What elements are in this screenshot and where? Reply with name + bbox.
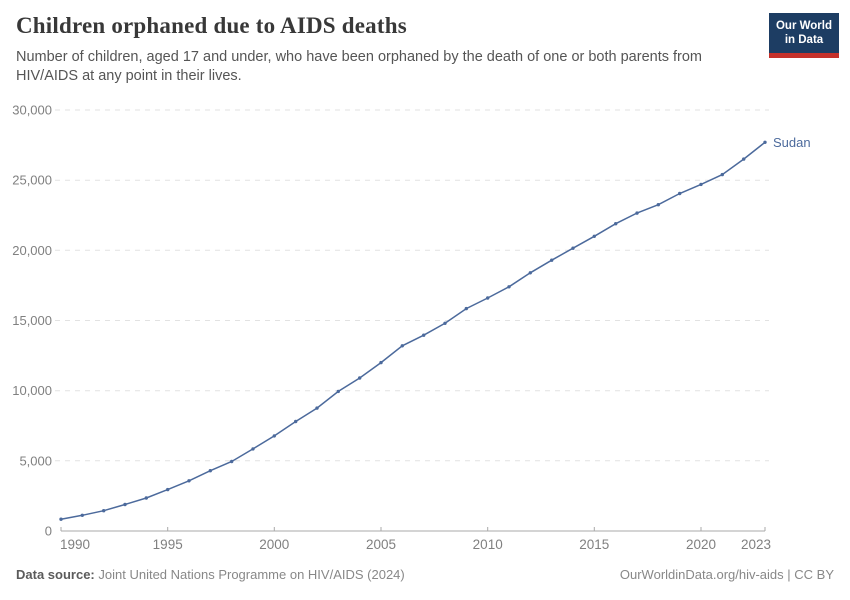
- data-point[interactable]: [528, 271, 532, 275]
- x-axis-tick-label: 1990: [60, 537, 90, 552]
- y-axis-tick-label: 20,000: [12, 243, 52, 258]
- data-point[interactable]: [379, 360, 383, 365]
- data-point[interactable]: [422, 333, 426, 337]
- data-point[interactable]: [251, 447, 255, 451]
- data-source-note: Data source: Joint United Nations Progra…: [16, 567, 405, 582]
- data-point[interactable]: [656, 203, 660, 207]
- data-point[interactable]: [464, 306, 468, 311]
- credit-link[interactable]: OurWorldinData.org/hiv-aids | CC BY: [619, 567, 834, 582]
- data-point[interactable]: [486, 296, 490, 300]
- data-point[interactable]: [187, 479, 191, 483]
- data-point[interactable]: [400, 344, 404, 348]
- data-point[interactable]: [635, 211, 639, 215]
- y-axis-tick-label: 15,000: [12, 313, 52, 328]
- data-point[interactable]: [720, 172, 724, 177]
- data-point[interactable]: [571, 246, 575, 250]
- data-point[interactable]: [763, 140, 767, 144]
- y-axis-tick-label: 5,000: [19, 453, 52, 468]
- y-axis-tick-label: 30,000: [12, 103, 52, 118]
- data-source-value: Joint United Nations Programme on HIV/AI…: [98, 567, 405, 582]
- data-point[interactable]: [742, 157, 746, 161]
- data-point[interactable]: [443, 321, 447, 325]
- data-point[interactable]: [80, 513, 85, 517]
- x-axis-tick-label: 2020: [686, 537, 716, 552]
- series-sudan[interactable]: Sudan: [59, 135, 811, 521]
- data-point[interactable]: [315, 406, 319, 410]
- x-axis-tick-label: 2000: [259, 537, 289, 552]
- data-source-label: Data source:: [16, 567, 95, 582]
- data-point[interactable]: [358, 376, 362, 380]
- data-point[interactable]: [678, 191, 682, 196]
- data-point[interactable]: [166, 487, 170, 492]
- y-axis-tick-label: 0: [45, 524, 52, 539]
- data-point[interactable]: [507, 285, 511, 289]
- data-point[interactable]: [272, 434, 276, 438]
- data-point[interactable]: [208, 469, 212, 473]
- x-axis-tick-label: 1995: [153, 537, 183, 552]
- owid-logo-line2: in Data: [784, 34, 824, 47]
- data-point[interactable]: [550, 258, 554, 262]
- x-axis-tick-label: 2005: [366, 537, 396, 552]
- x-axis-tick-label: 2010: [473, 537, 503, 552]
- page-title: Children orphaned due to AIDS deaths: [16, 13, 407, 38]
- data-point[interactable]: [59, 517, 63, 521]
- data-point[interactable]: [592, 234, 596, 238]
- x-axis-tick-label: 2023: [741, 537, 771, 552]
- y-axis-tick-label: 25,000: [12, 173, 52, 188]
- data-point[interactable]: [294, 419, 298, 424]
- series-end-label[interactable]: Sudan: [773, 135, 811, 150]
- owid-logo-line1: Our World: [775, 20, 832, 32]
- data-point[interactable]: [123, 502, 127, 507]
- data-point[interactable]: [699, 182, 703, 187]
- owid-logo[interactable]: Our World in Data: [769, 13, 839, 58]
- data-point[interactable]: [102, 509, 106, 513]
- chart-footer: Data source: Joint United Nations Progra…: [16, 567, 834, 582]
- data-point[interactable]: [230, 459, 234, 464]
- chart-header: Children orphaned due to AIDS deaths Num…: [16, 12, 730, 86]
- data-point[interactable]: [144, 496, 148, 500]
- x-axis-tick-label: 2015: [579, 537, 609, 552]
- chart-subtitle: Number of children, aged 17 and under, w…: [16, 48, 703, 84]
- data-point[interactable]: [614, 222, 618, 226]
- y-axis-tick-label: 10,000: [12, 383, 52, 398]
- data-point[interactable]: [336, 389, 340, 394]
- series-line[interactable]: [60, 141, 766, 520]
